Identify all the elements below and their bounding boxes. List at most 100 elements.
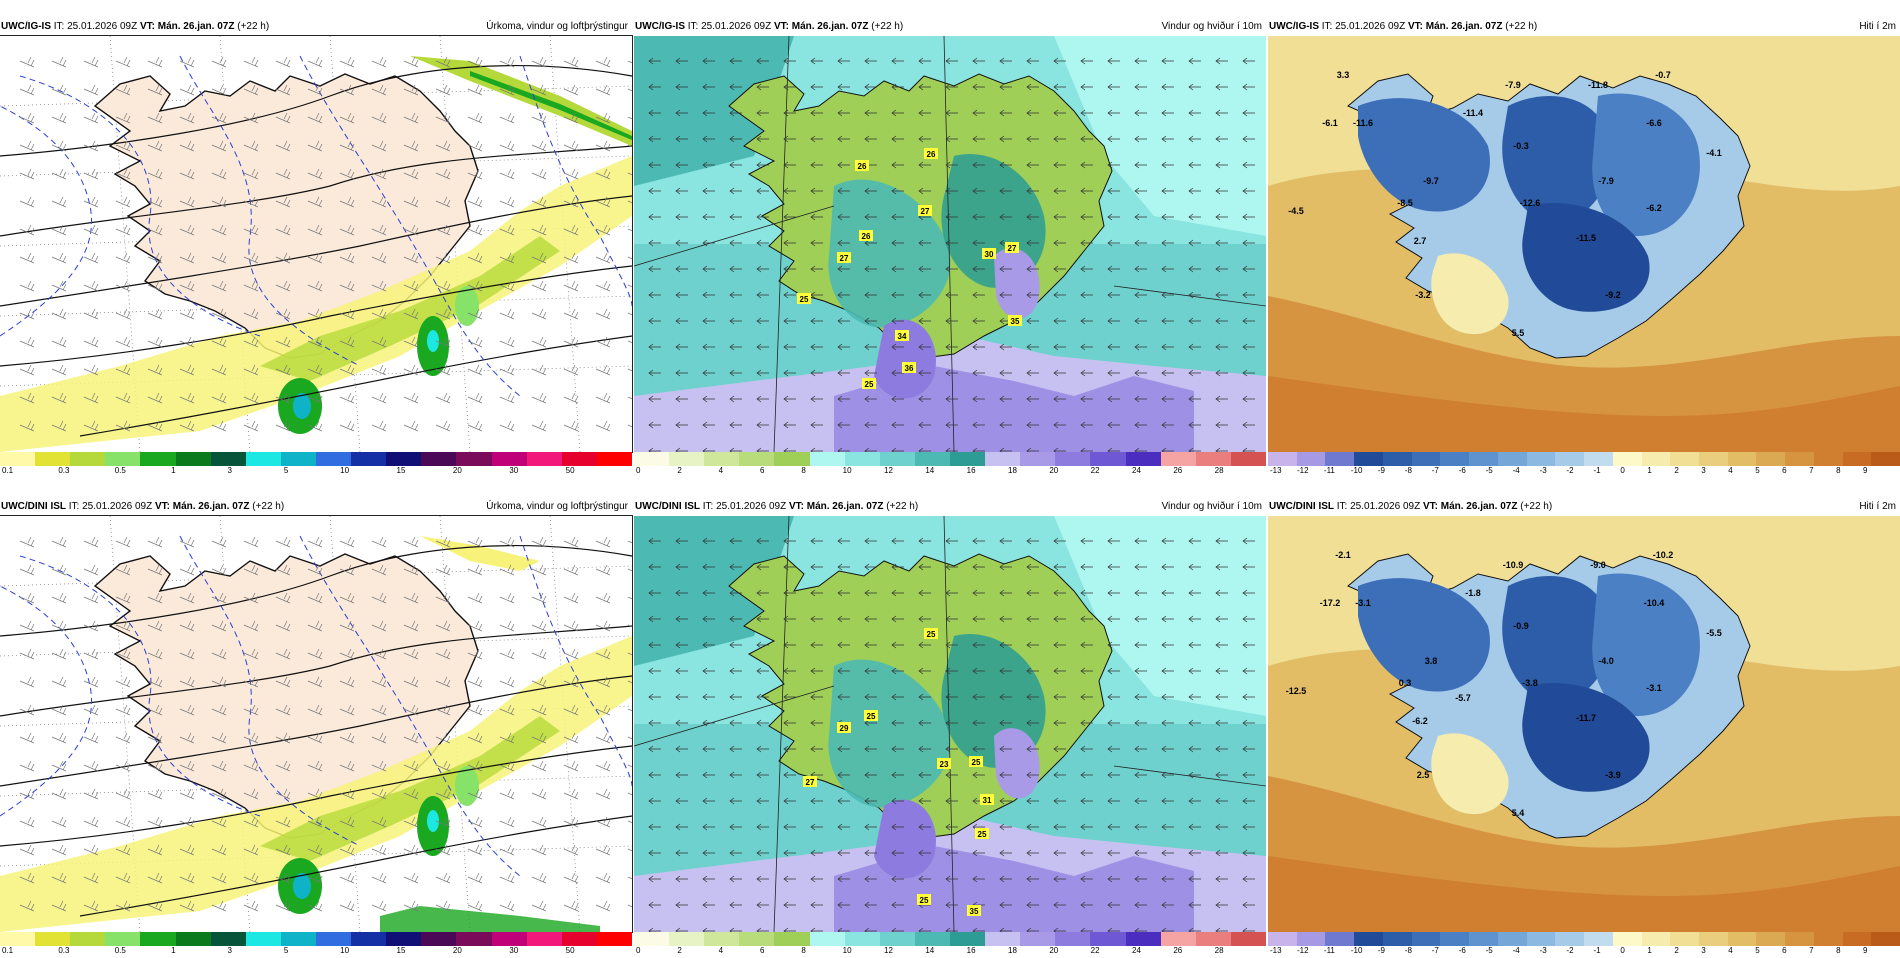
gust-label: 26	[859, 230, 873, 241]
model-name: UWC/IG-IS	[1269, 21, 1319, 32]
colorbar-swatch	[1296, 932, 1326, 946]
gust-label: 35	[967, 905, 981, 916]
colorbar-tick: 24	[1132, 946, 1141, 955]
colorbar-swatch	[140, 452, 176, 466]
colorbar-swatch	[0, 452, 36, 466]
colorbar-tick: 2	[1674, 946, 1679, 955]
colorbar-tick: -13	[1270, 466, 1282, 475]
colorbar-swatch	[774, 932, 810, 946]
colorbar-swatch	[1842, 452, 1872, 466]
gust-label: 27	[837, 252, 851, 263]
model-name: UWC/DINI ISL	[1269, 501, 1334, 512]
colorbar-swatch	[1699, 932, 1728, 946]
svg-text:27: 27	[921, 207, 930, 216]
colorbar-swatch	[914, 452, 950, 466]
colorbar-swatch	[1612, 452, 1642, 466]
valid-time: VT: Mán. 26.jan. 07Z	[773, 21, 869, 32]
svg-text:35: 35	[970, 907, 979, 916]
model-name: UWC/DINI ISL	[1, 501, 66, 512]
colorbar-swatch	[669, 932, 705, 946]
colorbar-swatch	[1670, 932, 1700, 946]
temp-label: 5.4	[1512, 808, 1525, 818]
colorbar-swatch	[1756, 932, 1786, 946]
svg-text:27: 27	[1008, 244, 1017, 253]
lead-time: (+22 h)	[237, 21, 270, 32]
colorbar-swatch	[210, 932, 246, 946]
temp-label: 0.3	[1399, 678, 1412, 688]
field-title: Vindur og hviður í 10m	[1161, 501, 1262, 512]
colorbar: 0.1 0.3 0.5 1 3 5 10 15 20 30 50	[0, 452, 632, 475]
colorbar-tick: 3	[1701, 946, 1706, 955]
temp-label: -12.6	[1520, 198, 1541, 208]
gust-label: 25	[975, 828, 989, 839]
colorbar-swatch	[879, 452, 915, 466]
temp-label: -11.4	[1463, 108, 1483, 118]
colorbar-tick: 24	[1132, 466, 1141, 475]
colorbar-tick: -12	[1296, 946, 1309, 955]
colorbar-swatch	[739, 452, 775, 466]
svg-text:23: 23	[940, 760, 949, 769]
colorbar-swatch	[1497, 932, 1527, 946]
gust-label: 30	[982, 248, 996, 259]
gust-label: 25	[917, 894, 931, 905]
colorbar-swatch	[421, 932, 457, 946]
colorbar-tick: -6	[1458, 466, 1466, 475]
gust-label: 25	[924, 628, 938, 639]
colorbar-tick: 7	[1809, 946, 1814, 955]
colorbar-swatch	[1670, 452, 1700, 466]
colorbar-swatch	[1354, 452, 1383, 466]
colorbar-swatch	[1813, 932, 1843, 946]
colorbar-swatch	[105, 932, 141, 946]
temp-label: -5.5	[1706, 628, 1722, 638]
colorbar-tick: 2	[677, 946, 682, 955]
colorbar-tick: -1	[1593, 946, 1601, 955]
colorbar-swatch	[985, 452, 1021, 466]
init-time: IT: 25.01.2026 09Z	[68, 501, 153, 512]
gust-label: 27	[1005, 242, 1019, 253]
colorbar-tick: 3	[227, 946, 232, 955]
colorbar-swatch	[1440, 932, 1470, 946]
colorbar-tick: -8	[1404, 946, 1412, 955]
gust-label: 34	[895, 330, 909, 341]
colorbar-swatch	[1268, 452, 1297, 466]
colorbar-swatch	[1230, 932, 1266, 946]
colorbar-tick: 22	[1090, 946, 1100, 955]
panel-header: UWC/DINI ISL IT: 25.01.2026 09Z VT: Mán.…	[634, 498, 1266, 516]
colorbar-tick: 4	[1728, 466, 1733, 475]
gust-label: 25	[862, 378, 876, 389]
colorbar-swatch	[35, 932, 71, 946]
temp-label: -3.2	[1415, 290, 1431, 300]
colorbar-tick: 20	[452, 946, 462, 955]
temp-label: 3.8	[1425, 656, 1438, 666]
model-name: UWC/IG-IS	[1, 21, 51, 32]
svg-text:27: 27	[806, 778, 815, 787]
colorbar-swatch	[280, 452, 316, 466]
colorbar-swatch	[210, 452, 246, 466]
colorbar-swatch	[1090, 452, 1126, 466]
colorbar-swatch	[1296, 452, 1326, 466]
gust-label: 25	[864, 710, 878, 721]
init-time: IT: 25.01.2026 09Z	[702, 501, 787, 512]
colorbar-tick: 9	[1863, 946, 1868, 955]
temp-label: -1.8	[1465, 588, 1481, 598]
svg-text:25: 25	[865, 380, 874, 389]
temp-label: -5.7	[1455, 693, 1471, 703]
colorbar-swatch	[1641, 932, 1671, 946]
colorbar-tick: -5	[1485, 946, 1493, 955]
init-time: IT: 25.01.2026 09Z	[1321, 21, 1406, 32]
colorbar-tick: 50	[565, 946, 575, 955]
colorbar-tick: 4	[718, 466, 724, 475]
colorbar-tick: 20	[1049, 466, 1059, 475]
colorbar-swatch	[1469, 932, 1498, 946]
temp-label: -4.5	[1288, 206, 1304, 216]
colorbar-tick: -7	[1431, 466, 1439, 475]
colorbar-tick: 20	[452, 466, 462, 475]
colorbar-swatch	[1469, 452, 1498, 466]
colorbar-swatch	[844, 452, 880, 466]
colorbar-tick: 5	[1755, 946, 1760, 955]
temp-label: -2.1	[1335, 550, 1351, 560]
colorbar-tick: -3	[1539, 946, 1547, 955]
colorbar-tick: 0	[636, 946, 641, 955]
colorbar-tick: 10	[842, 946, 852, 955]
colorbar-tick: -4	[1512, 946, 1520, 955]
